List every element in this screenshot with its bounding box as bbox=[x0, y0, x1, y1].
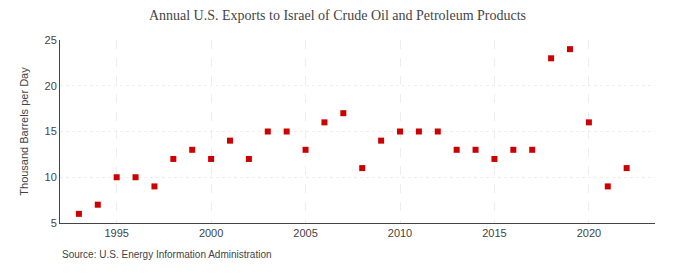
svg-text:20: 20 bbox=[45, 80, 57, 92]
svg-text:15: 15 bbox=[45, 125, 57, 137]
svg-text:25: 25 bbox=[45, 34, 57, 46]
svg-text:10: 10 bbox=[45, 171, 57, 183]
svg-text:5: 5 bbox=[51, 217, 57, 229]
svg-text:2020: 2020 bbox=[577, 227, 601, 239]
svg-text:Source: U.S. Energy Informatio: Source: U.S. Energy Information Administ… bbox=[62, 249, 272, 260]
svg-text:2015: 2015 bbox=[482, 227, 506, 239]
svg-text:2005: 2005 bbox=[293, 227, 317, 239]
svg-text:Thousand Barrels per Day: Thousand Barrels per Day bbox=[18, 67, 30, 196]
svg-text:Annual U.S. Exports to Israel: Annual U.S. Exports to Israel of Crude O… bbox=[149, 8, 526, 23]
svg-text:2000: 2000 bbox=[199, 227, 223, 239]
svg-text:2010: 2010 bbox=[388, 227, 412, 239]
svg-text:1995: 1995 bbox=[104, 227, 128, 239]
